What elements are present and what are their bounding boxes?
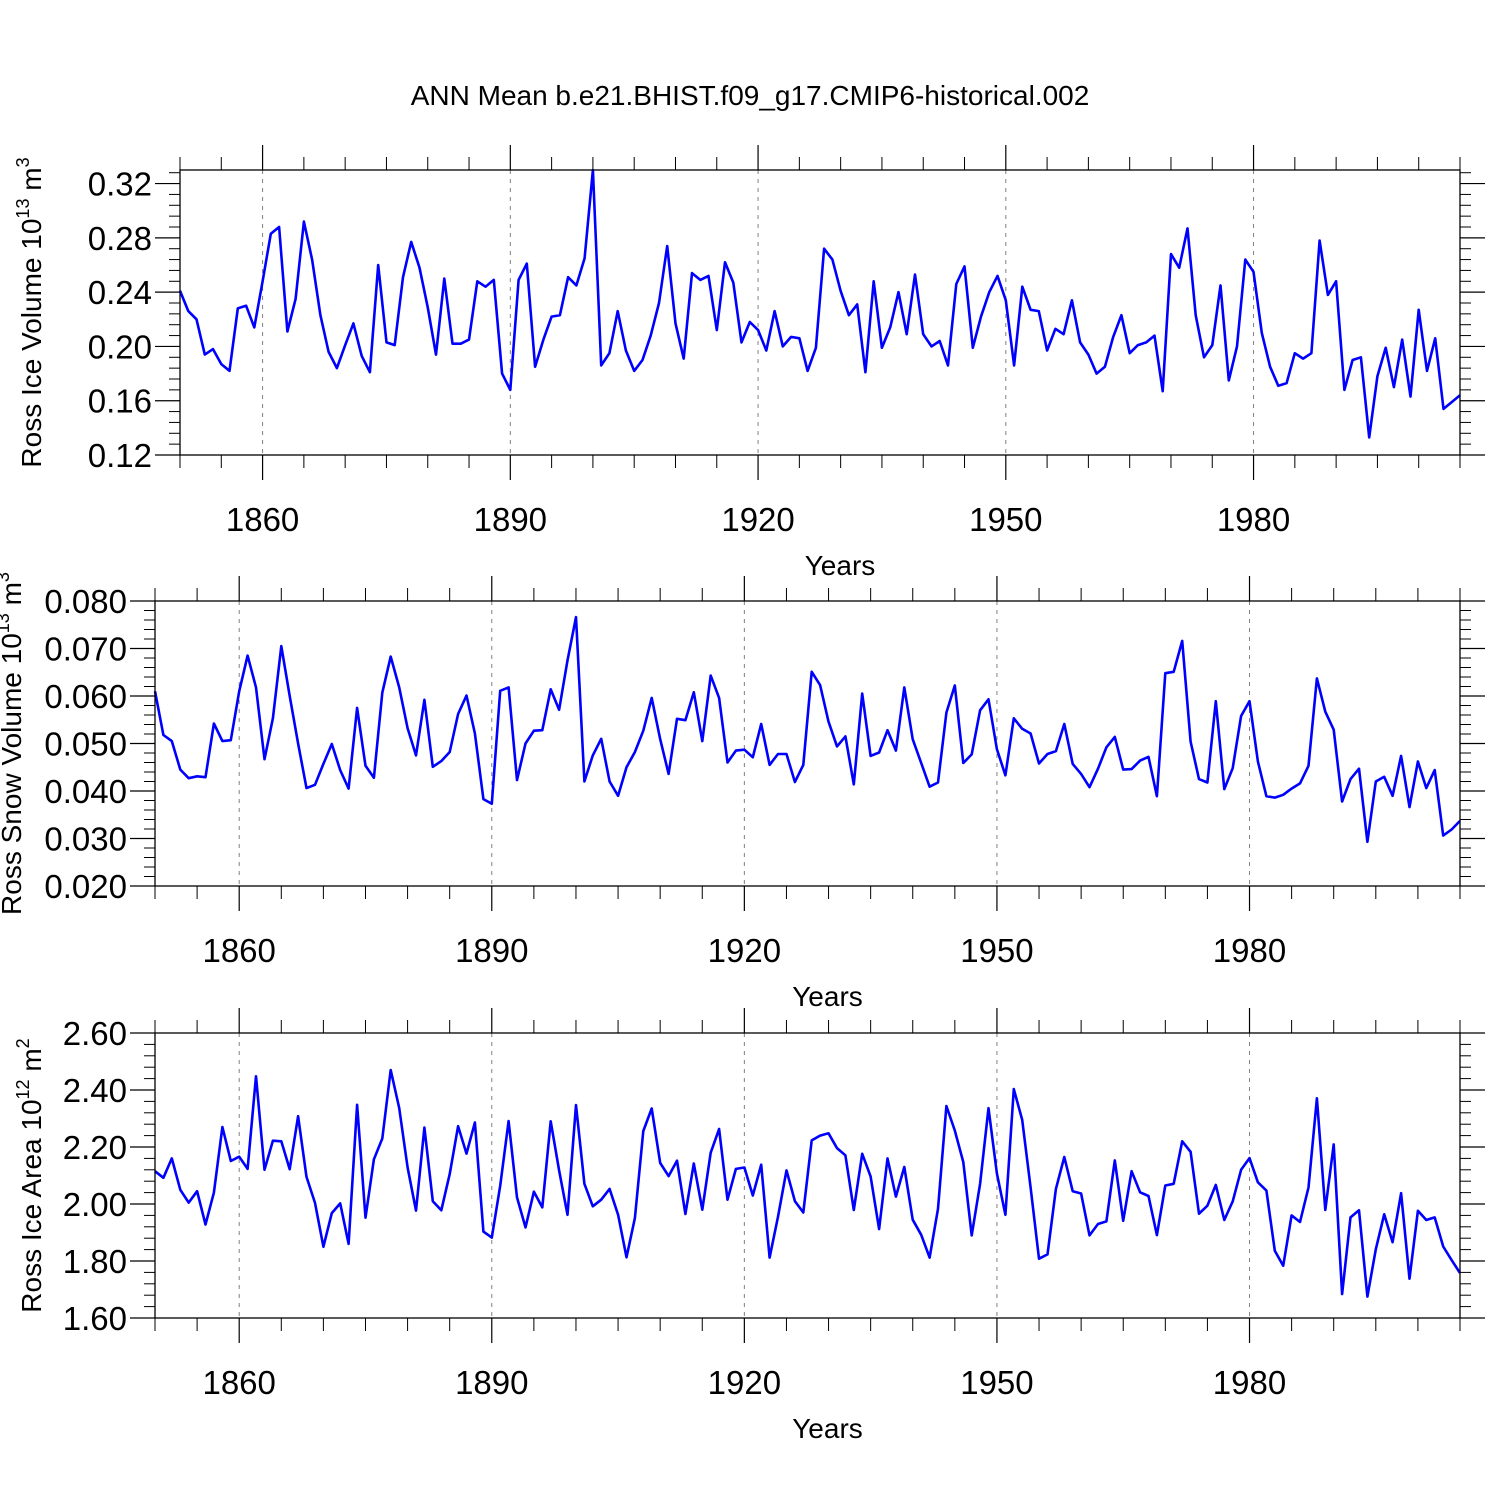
x-tick-label: 1920	[708, 932, 781, 969]
x-axis-title: Years	[805, 550, 876, 581]
y-tick-label: 0.28	[88, 220, 152, 257]
y-axis-title: Ross Snow Volume 1013 m3	[0, 572, 27, 915]
plot-frame	[179, 169, 1461, 456]
plot-frame	[154, 1032, 1461, 1319]
x-tick-label: 1890	[474, 501, 547, 538]
x-axis-title: Years	[792, 1413, 863, 1444]
y-axis-title-unit-exponent: 3	[0, 572, 13, 582]
x-tick-label: 1890	[455, 932, 528, 969]
panel-3: 1860 1890 1920 1950 1980 1.60 1.80 2.00 2.20 2.40…	[13, 1008, 1485, 1444]
y-tick-label: 0.32	[88, 166, 152, 203]
y-axis-title-exponent: 13	[0, 613, 13, 633]
y-tick-label: 2.40	[63, 1072, 127, 1109]
y-tick-label: 0.16	[88, 383, 152, 420]
x-tick-label: 1860	[202, 932, 275, 969]
x-tick-label: 1860	[226, 501, 299, 538]
y-tick-label: 0.20	[88, 328, 152, 365]
plot-frame	[154, 600, 1461, 887]
y-axis-title-text: Ross Snow Volume 10	[0, 633, 27, 915]
y-axis-title-unit-exponent: 3	[13, 157, 33, 167]
y-tick-label: 0.050	[44, 726, 127, 763]
x-tick-label: 1980	[1213, 1364, 1286, 1401]
y-axis-title-unit: m	[0, 582, 27, 613]
y-axis-title-text: Ross Ice Area 10	[16, 1099, 47, 1312]
y-tick-label: 0.020	[44, 868, 127, 905]
x-tick-label: 1950	[960, 1364, 1033, 1401]
y-tick-label: 0.12	[88, 437, 152, 474]
y-tick-label: 0.080	[44, 583, 127, 620]
y-tick-label: 0.040	[44, 773, 127, 810]
y-axis-title-unit: m	[16, 1048, 47, 1079]
x-tick-label: 1920	[708, 1364, 781, 1401]
x-axis-title: Years	[792, 981, 863, 1012]
series-line	[153, 615, 1461, 844]
y-axis-title: Ross Ice Area 1012 m2	[13, 1038, 47, 1312]
y-tick-label: 2.60	[63, 1015, 127, 1052]
y-tick-label: 0.030	[44, 821, 127, 858]
y-tick-label: 1.60	[63, 1300, 127, 1337]
y-axis-title-text: Ross Ice Volume 10	[16, 219, 47, 468]
y-tick-label: 1.80	[63, 1243, 127, 1280]
x-tick-label: 1980	[1213, 932, 1286, 969]
series-line	[178, 168, 1461, 439]
panel-2: 1860 1890 1920 1950 1980 0.020 0.030 0.040 0.050…	[0, 572, 1485, 1012]
x-tick-label: 1920	[721, 501, 794, 538]
x-tick-label: 1890	[455, 1364, 528, 1401]
y-axis-title-exponent: 13	[13, 199, 33, 219]
y-axis-title: Ross Ice Volume 1013 m3	[13, 157, 47, 467]
y-tick-label: 0.24	[88, 274, 152, 311]
x-tick-label: 1950	[960, 932, 1033, 969]
y-tick-label: 2.20	[63, 1129, 127, 1166]
y-axis-title-unit-exponent: 2	[13, 1038, 33, 1048]
y-tick-label: 2.00	[63, 1186, 127, 1223]
x-tick-label: 1950	[969, 501, 1042, 538]
y-axis-title-unit: m	[16, 167, 47, 198]
series-line	[154, 1068, 1462, 1298]
y-tick-label: 0.070	[44, 631, 127, 668]
y-tick-label: 0.060	[44, 678, 127, 715]
x-tick-label: 1860	[202, 1364, 275, 1401]
y-axis-title-exponent: 12	[13, 1079, 33, 1099]
panel-1: 1860 1890 1920 1950 1980 0.12 0.16 0.20 0.24 0.28…	[13, 145, 1485, 581]
chart-title: ANN Mean b.e21.BHIST.f09_g17.CMIP6-histo…	[410, 80, 1090, 111]
x-tick-label: 1980	[1217, 501, 1290, 538]
